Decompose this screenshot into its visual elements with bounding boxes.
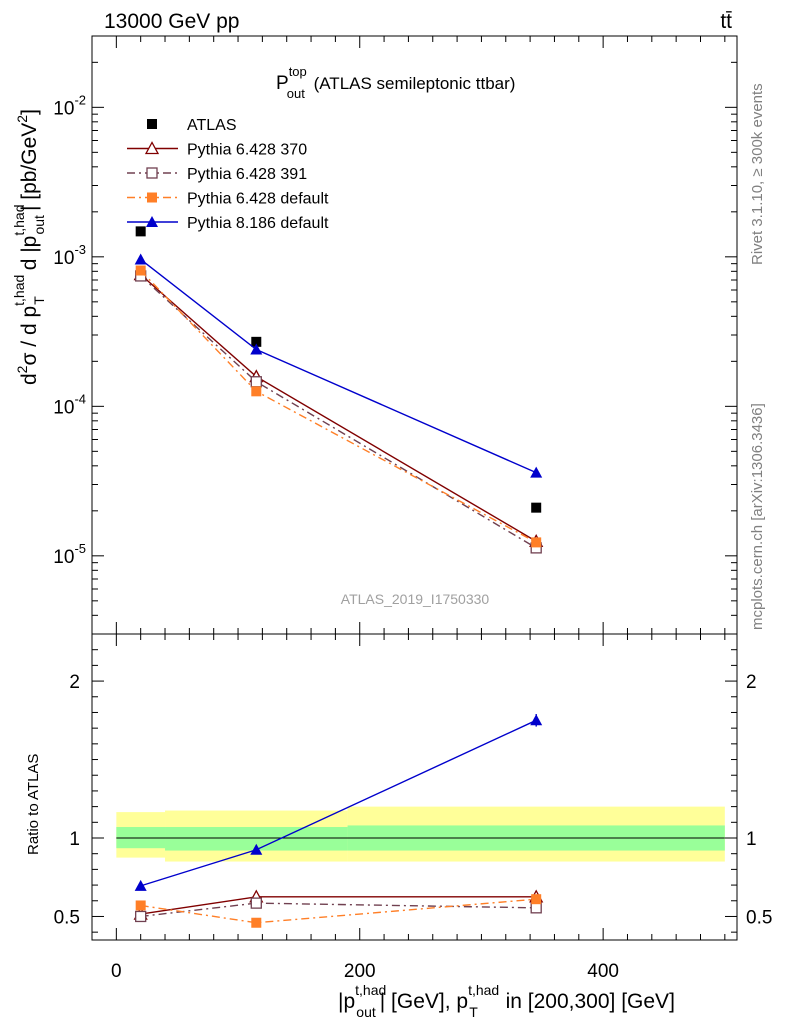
series-pythia-6-428-391 — [135, 270, 542, 554]
legend-label: Pythia 6.428 370 — [187, 142, 307, 159]
series-atlas — [135, 226, 542, 513]
y-tick-label: 10-2 — [53, 92, 86, 119]
legend-entry: Pythia 6.428 370 — [127, 141, 307, 159]
data-point — [251, 336, 262, 347]
main-axis-ticks: 10-510-410-310-2 — [53, 35, 737, 635]
ratio-series — [133, 714, 544, 928]
y-tick-label: 10-5 — [53, 541, 86, 568]
legend-entry: ATLAS — [147, 117, 237, 134]
ratio-series-pythia-8-186-default — [134, 714, 543, 891]
title-rest: (ATLAS semileptonic ttbar) — [309, 74, 516, 93]
data-point — [250, 376, 262, 388]
ratio-y-tick-label: 0.5 — [54, 907, 80, 928]
ratio-point — [134, 879, 147, 891]
analysis-watermark: ATLAS_2019_I1750330 — [341, 591, 490, 607]
title-sup: top — [289, 64, 307, 79]
ratio-y-tick-label-right: 0.5 — [746, 907, 772, 928]
plot-title: Ptop out (ATLAS semileptonic ttbar) — [276, 64, 515, 101]
ratio-line — [140, 896, 537, 915]
title-main: P — [276, 73, 289, 94]
ratio-y-tick-label: 2 — [69, 672, 80, 693]
data-point — [135, 265, 146, 276]
legend-marker — [147, 119, 157, 129]
ratio-point — [250, 897, 262, 909]
series-pythia-8-186-default — [134, 253, 543, 478]
x-tick-label: 400 — [587, 961, 619, 982]
band-green — [165, 827, 348, 851]
ratio-point — [531, 894, 542, 905]
ratio-series-pythia-6-428-default — [135, 894, 542, 928]
title-sub: out — [287, 86, 305, 101]
ratio-point — [135, 910, 147, 923]
legend-marker — [144, 141, 160, 155]
ratio-y-tick-label-right: 1 — [746, 829, 757, 850]
main-series — [133, 226, 544, 554]
y-tick-label-exp: -4 — [74, 391, 86, 406]
y-tick-label-base: 10 — [53, 397, 74, 418]
series-line — [140, 258, 537, 474]
ratio-point — [251, 917, 262, 928]
header-left-label: 13000 GeV pp — [104, 10, 239, 33]
ratio-point — [135, 900, 146, 911]
series-pythia-6-428-default — [135, 265, 542, 548]
series-line — [140, 274, 537, 542]
legend-marker — [146, 167, 158, 179]
ratio-line — [140, 902, 537, 918]
ratio-line — [140, 898, 537, 924]
y-axis-label-ratio: Ratio to ATLAS — [25, 754, 42, 855]
y-tick-label: 10-4 — [53, 391, 86, 418]
ratio-point — [250, 843, 263, 855]
series-line — [140, 270, 537, 544]
rivet-label: Rivet 3.1.10, ≥ 300k events — [749, 83, 766, 265]
data-point — [250, 343, 263, 355]
y-tick-label-base: 10 — [53, 98, 74, 119]
ratio-panel — [91, 633, 738, 941]
ratio-series-pythia-6-428-391 — [135, 897, 542, 923]
data-point — [134, 253, 147, 265]
legend-label: Pythia 6.428 391 — [187, 166, 307, 183]
series-pythia-6-428-370 — [133, 267, 544, 547]
data-point — [135, 226, 146, 237]
x-tick-label: 0 — [111, 961, 122, 982]
legend-label: Pythia 8.186 default — [187, 215, 329, 232]
legend-label: ATLAS — [187, 117, 237, 134]
mcplots-label: mcplots.cern.ch [arXiv:1306.3436] — [749, 403, 766, 630]
legend-entry: Pythia 6.428 391 — [127, 166, 307, 183]
data-point — [531, 537, 542, 548]
y-tick-label-exp: -2 — [74, 92, 86, 107]
y-tick-label-exp: -5 — [74, 541, 86, 556]
y-tick-label: 10-3 — [53, 242, 86, 269]
legend-entry: Pythia 8.186 default — [127, 215, 329, 232]
y-tick-label-base: 10 — [53, 547, 74, 568]
y-tick-label-base: 10 — [53, 248, 74, 269]
ratio-y-tick-label-right: 2 — [746, 672, 757, 693]
legend-entry: Pythia 6.428 default — [127, 191, 329, 208]
y-tick-label-exp: -3 — [74, 242, 86, 257]
data-point — [251, 386, 262, 397]
ratio-point — [530, 902, 542, 914]
legend-label: Pythia 6.428 default — [187, 191, 329, 208]
legend: ATLAS Pythia 6.428 370 Pythia 6.428 391 Pyt… — [127, 117, 329, 232]
header-right-label: tt̄ — [720, 10, 732, 33]
legend-marker — [146, 216, 158, 227]
data-point — [530, 466, 543, 478]
x-axis-label: |pt,had out | [GeV], pt,had T in [200,300] … — [338, 982, 675, 1020]
uncertainty-bands — [116, 806, 725, 862]
ratio-y-tick-label: 1 — [69, 829, 80, 850]
y-axis-label-main: d2σ / d pt,had T d |pt,had out| [pb/GeV2] — [11, 109, 47, 385]
x-tick-label: 200 — [344, 961, 376, 982]
ratio-point — [530, 714, 543, 726]
data-point — [531, 502, 542, 513]
legend-marker — [147, 192, 157, 203]
ratio-axis-ticks: 0.5 0.5 1 1 2 2 0 200 400 — [54, 634, 772, 982]
ratio-panel-frame — [91, 633, 738, 941]
